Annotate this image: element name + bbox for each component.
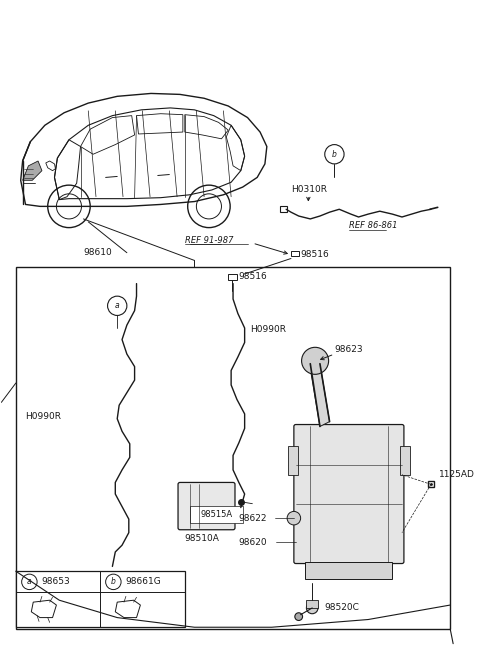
FancyBboxPatch shape (178, 482, 235, 530)
Bar (305, 562, 392, 579)
Text: b: b (111, 577, 116, 586)
Text: 1125AD: 1125AD (439, 470, 475, 480)
Text: REF 86-861: REF 86-861 (349, 221, 397, 230)
Bar (228, 274, 237, 279)
Bar (400, 446, 410, 475)
Bar (306, 600, 318, 608)
Text: b: b (332, 150, 337, 159)
Bar (190, 506, 243, 523)
Bar (280, 207, 287, 212)
Bar (16, 267, 450, 629)
Text: H0990R: H0990R (25, 413, 61, 421)
Text: H0990R: H0990R (251, 325, 287, 335)
Bar (291, 251, 299, 256)
Text: 98510A: 98510A (185, 534, 220, 543)
Circle shape (295, 613, 302, 621)
Text: 98516: 98516 (238, 272, 266, 281)
Polygon shape (23, 161, 42, 180)
Text: 98661G: 98661G (125, 577, 161, 586)
Text: H0310R: H0310R (291, 186, 327, 194)
Text: 98620: 98620 (238, 538, 266, 547)
Bar (288, 446, 298, 475)
Text: 98516: 98516 (300, 250, 329, 259)
Text: a: a (27, 577, 32, 586)
Circle shape (287, 512, 300, 525)
Text: REF 91-987: REF 91-987 (185, 236, 233, 245)
Text: a: a (115, 301, 120, 310)
Text: 98623: 98623 (335, 345, 363, 354)
Polygon shape (310, 363, 330, 426)
FancyBboxPatch shape (294, 424, 404, 564)
Circle shape (306, 602, 318, 614)
Text: 98520C: 98520C (325, 604, 360, 613)
Circle shape (301, 347, 329, 375)
Bar (16, 571, 185, 627)
Text: 98515A: 98515A (201, 510, 233, 519)
Text: 98653: 98653 (41, 577, 70, 586)
Text: 98610: 98610 (84, 248, 112, 257)
Text: 98622: 98622 (238, 514, 266, 523)
